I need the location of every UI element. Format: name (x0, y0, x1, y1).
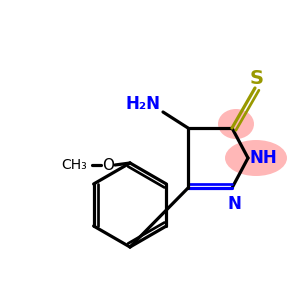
Ellipse shape (225, 140, 287, 176)
Text: N: N (227, 195, 241, 213)
Text: CH₃: CH₃ (61, 158, 87, 172)
Text: NH: NH (249, 149, 277, 167)
Ellipse shape (218, 109, 254, 139)
Text: H₂N: H₂N (125, 95, 160, 113)
Text: O: O (102, 158, 114, 172)
Text: S: S (250, 70, 264, 88)
